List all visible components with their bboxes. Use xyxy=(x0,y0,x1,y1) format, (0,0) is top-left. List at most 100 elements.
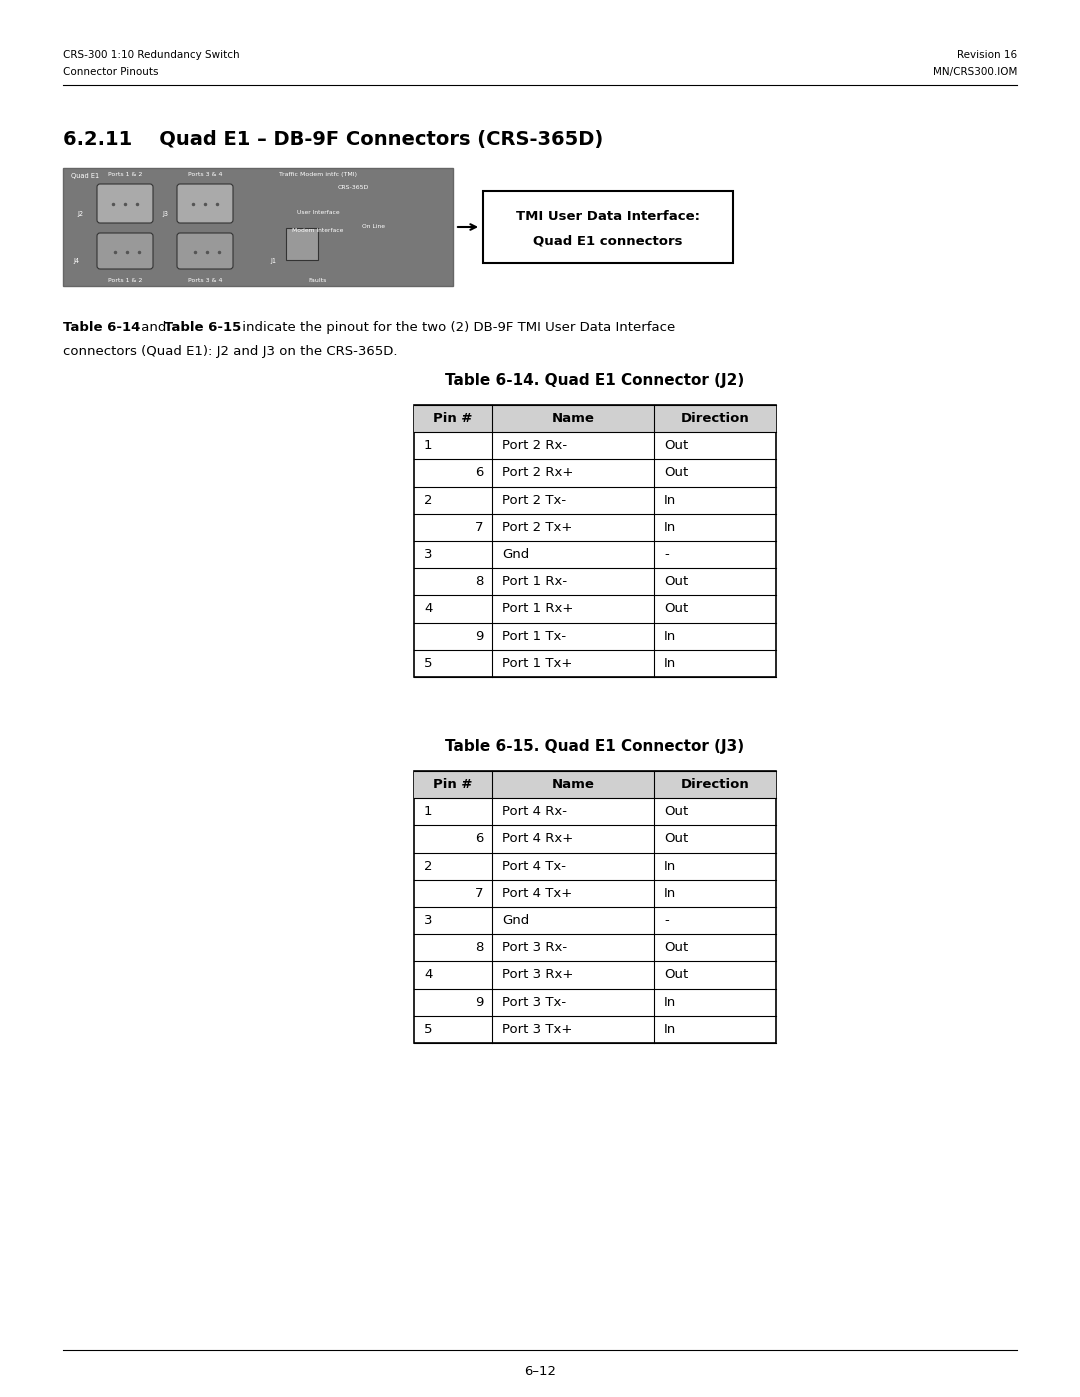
FancyBboxPatch shape xyxy=(177,233,233,270)
Text: CRS-300 1:10 Redundancy Switch: CRS-300 1:10 Redundancy Switch xyxy=(63,50,240,60)
Text: J3: J3 xyxy=(162,211,168,217)
Text: Port 1 Tx+: Port 1 Tx+ xyxy=(502,657,572,671)
Text: TMI User Data Interface:: TMI User Data Interface: xyxy=(516,211,700,224)
Text: Direction: Direction xyxy=(680,412,750,425)
Text: Pin #: Pin # xyxy=(433,778,473,791)
Text: Revision 16: Revision 16 xyxy=(957,50,1017,60)
Text: In: In xyxy=(664,657,676,671)
Text: Modem Interface: Modem Interface xyxy=(293,228,343,232)
Text: Port 4 Rx+: Port 4 Rx+ xyxy=(502,833,573,845)
Text: 3: 3 xyxy=(424,548,432,562)
Text: In: In xyxy=(664,887,676,900)
Text: 7: 7 xyxy=(474,887,483,900)
Text: Quad E1 connectors: Quad E1 connectors xyxy=(534,235,683,247)
Text: Port 4 Tx+: Port 4 Tx+ xyxy=(502,887,572,900)
Text: Table 6-14. Quad E1 Connector (J2): Table 6-14. Quad E1 Connector (J2) xyxy=(445,373,744,388)
Bar xyxy=(414,405,777,678)
Text: Ports 3 & 4: Ports 3 & 4 xyxy=(188,278,222,284)
Text: Ports 1 & 2: Ports 1 & 2 xyxy=(108,278,143,284)
Text: -: - xyxy=(664,914,669,928)
Text: Connector Pinouts: Connector Pinouts xyxy=(63,67,159,77)
Text: 9: 9 xyxy=(474,996,483,1009)
Text: Port 3 Tx-: Port 3 Tx- xyxy=(502,996,566,1009)
Text: Gnd: Gnd xyxy=(502,548,529,562)
Text: 5: 5 xyxy=(424,1023,432,1037)
Text: 5: 5 xyxy=(424,657,432,671)
Text: and: and xyxy=(137,321,171,334)
Text: In: In xyxy=(664,996,676,1009)
Text: Table 6-14: Table 6-14 xyxy=(63,321,140,334)
Text: -: - xyxy=(664,548,669,562)
FancyBboxPatch shape xyxy=(483,191,733,263)
Text: Port 1 Rx-: Port 1 Rx- xyxy=(502,576,567,588)
FancyBboxPatch shape xyxy=(97,233,153,270)
Text: J1: J1 xyxy=(270,258,276,264)
FancyBboxPatch shape xyxy=(286,228,318,260)
Text: 6: 6 xyxy=(474,467,483,479)
Text: Traffic Modem intfc (TMI): Traffic Modem intfc (TMI) xyxy=(279,172,357,177)
Text: 4: 4 xyxy=(424,968,432,982)
Text: Out: Out xyxy=(664,467,688,479)
Text: Table 6-15: Table 6-15 xyxy=(164,321,242,334)
Text: Out: Out xyxy=(664,439,688,453)
Text: 8: 8 xyxy=(474,942,483,954)
Text: Port 4 Rx-: Port 4 Rx- xyxy=(502,805,567,819)
Text: Out: Out xyxy=(664,833,688,845)
Text: Ports 1 & 2: Ports 1 & 2 xyxy=(108,172,143,177)
Text: In: In xyxy=(664,859,676,873)
Text: indicate the pinout for the two (2) DB-9F TMI User Data Interface: indicate the pinout for the two (2) DB-9… xyxy=(239,321,676,334)
Text: Port 1 Tx-: Port 1 Tx- xyxy=(502,630,566,643)
FancyBboxPatch shape xyxy=(63,168,453,286)
Text: On Line: On Line xyxy=(362,224,384,229)
Text: Gnd: Gnd xyxy=(502,914,529,928)
FancyBboxPatch shape xyxy=(97,184,153,224)
Text: Out: Out xyxy=(664,576,688,588)
Text: Port 2 Rx-: Port 2 Rx- xyxy=(502,439,567,453)
Text: Out: Out xyxy=(664,805,688,819)
Text: 1: 1 xyxy=(424,439,432,453)
Text: Faults: Faults xyxy=(309,278,327,284)
Text: Table 6-15. Quad E1 Connector (J3): Table 6-15. Quad E1 Connector (J3) xyxy=(445,739,744,754)
Text: Port 2 Tx-: Port 2 Tx- xyxy=(502,493,566,507)
Text: Name: Name xyxy=(552,778,594,791)
Text: 2: 2 xyxy=(424,493,432,507)
Text: CRS-365D: CRS-365D xyxy=(337,184,368,190)
Text: 2: 2 xyxy=(424,859,432,873)
Text: 6: 6 xyxy=(474,833,483,845)
Text: Port 4 Tx-: Port 4 Tx- xyxy=(502,859,566,873)
Text: J4: J4 xyxy=(73,258,79,264)
Text: In: In xyxy=(664,493,676,507)
Text: Port 1 Rx+: Port 1 Rx+ xyxy=(502,602,573,616)
Text: Port 3 Rx-: Port 3 Rx- xyxy=(502,942,567,954)
Text: Port 3 Rx+: Port 3 Rx+ xyxy=(502,968,573,982)
Text: Pin #: Pin # xyxy=(433,412,473,425)
Text: 1: 1 xyxy=(424,805,432,819)
Text: 4: 4 xyxy=(424,602,432,616)
Text: In: In xyxy=(664,630,676,643)
Text: User Interface: User Interface xyxy=(297,210,339,215)
Text: Out: Out xyxy=(664,602,688,616)
Text: Out: Out xyxy=(664,942,688,954)
Text: Quad E1: Quad E1 xyxy=(71,173,99,179)
Text: connectors (Quad E1): J2 and J3 on the CRS-365D.: connectors (Quad E1): J2 and J3 on the C… xyxy=(63,345,397,358)
Text: Out: Out xyxy=(664,968,688,982)
Text: In: In xyxy=(664,521,676,534)
Text: J2: J2 xyxy=(77,211,83,217)
Text: Port 2 Tx+: Port 2 Tx+ xyxy=(502,521,572,534)
Text: 3: 3 xyxy=(424,914,432,928)
Text: Port 2 Rx+: Port 2 Rx+ xyxy=(502,467,573,479)
Bar xyxy=(414,771,777,1044)
Text: 6–12: 6–12 xyxy=(524,1365,556,1377)
Text: Direction: Direction xyxy=(680,778,750,791)
Text: 7: 7 xyxy=(474,521,483,534)
Text: Name: Name xyxy=(552,412,594,425)
Text: 8: 8 xyxy=(474,576,483,588)
Text: MN/CRS300.IOM: MN/CRS300.IOM xyxy=(933,67,1017,77)
Bar xyxy=(414,405,777,432)
Text: In: In xyxy=(664,1023,676,1037)
FancyBboxPatch shape xyxy=(177,184,233,224)
Text: 9: 9 xyxy=(474,630,483,643)
Text: 6.2.11    Quad E1 – DB-9F Connectors (CRS-365D): 6.2.11 Quad E1 – DB-9F Connectors (CRS-3… xyxy=(63,130,604,149)
Text: Ports 3 & 4: Ports 3 & 4 xyxy=(188,172,222,177)
Text: Port 3 Tx+: Port 3 Tx+ xyxy=(502,1023,572,1037)
